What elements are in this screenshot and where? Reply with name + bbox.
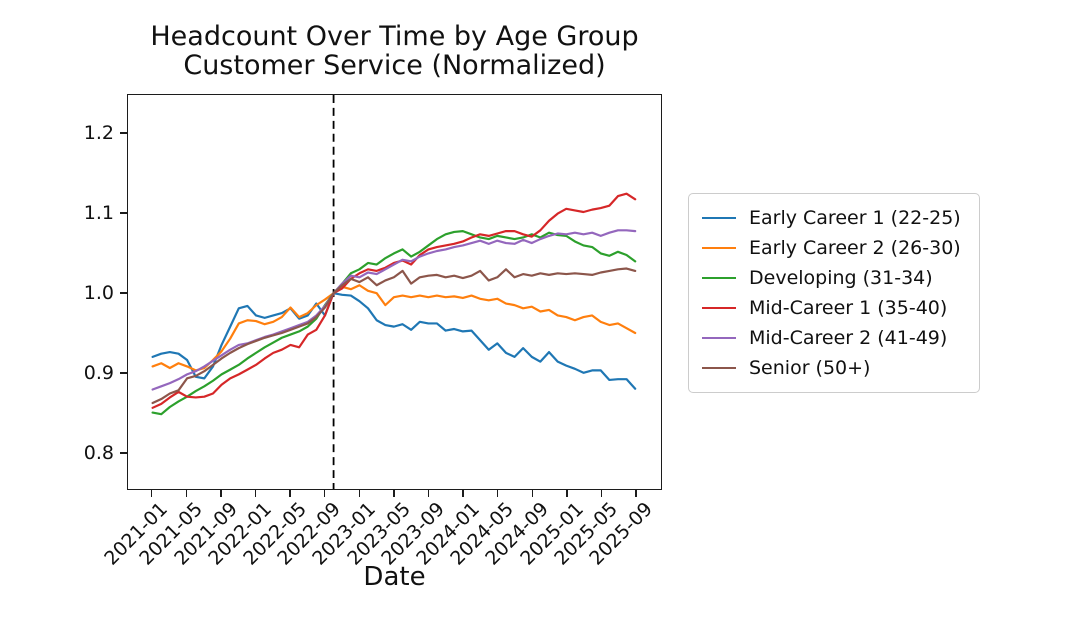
series-line-developing-31-34 <box>151 230 637 416</box>
x-tick-mark <box>427 490 430 497</box>
legend-label: Mid-Career 2 (41-49) <box>749 327 948 349</box>
legend-swatch <box>702 216 736 220</box>
y-tick-mark <box>120 132 127 134</box>
series-line-mid-career-1-35-40 <box>151 192 637 409</box>
series-line-early-career-1-22-25 <box>151 292 637 390</box>
x-tick-mark <box>393 490 395 497</box>
y-tick-mark <box>120 212 127 214</box>
legend-label: Senior (50+) <box>749 357 871 379</box>
legend: Early Career 1 (22-25) Early Career 2 (26… <box>688 193 980 393</box>
y-tick-label: 1.2 <box>83 122 114 145</box>
x-tick-mark <box>220 490 222 497</box>
y-tick-label: 1.0 <box>83 282 114 305</box>
legend-label: Mid-Career 1 (35-40) <box>749 297 948 319</box>
legend-item: Early Career 2 (26-30) <box>702 233 961 263</box>
y-tick-label: 0.9 <box>83 362 114 385</box>
x-tick-mark <box>323 490 326 497</box>
chart-title-line1: Headcount Over Time by Age Group <box>150 21 639 52</box>
x-tick-mark <box>531 490 534 497</box>
legend-label: Early Career 2 (26-30) <box>749 237 961 259</box>
legend-item: Developing (31-34) <box>702 263 961 293</box>
x-tick-mark <box>600 490 603 497</box>
x-tick-mark <box>289 490 291 497</box>
legend-label: Developing (31-34) <box>749 267 933 289</box>
chart-title: Headcount Over Time by Age Group Custome… <box>107 22 682 80</box>
y-tick-mark <box>120 452 127 454</box>
chart-title-line2: Customer Service (Normalized) <box>183 50 606 81</box>
legend-label: Early Career 1 (22-25) <box>749 207 961 229</box>
legend-swatch <box>702 366 736 370</box>
x-tick-mark <box>254 490 257 497</box>
plot-area <box>127 94 662 490</box>
series-line-senior-50 <box>151 267 637 405</box>
legend-item: Senior (50+) <box>702 353 961 383</box>
legend-item: Mid-Career 2 (41-49) <box>702 323 961 353</box>
legend-item: Early Career 1 (22-25) <box>702 203 961 233</box>
x-tick-mark <box>358 490 361 497</box>
y-tick-mark <box>120 292 127 294</box>
y-tick-label: 0.8 <box>83 442 114 465</box>
x-tick-mark <box>185 490 188 497</box>
y-tick-label: 1.1 <box>83 202 114 225</box>
x-axis-label: Date <box>363 562 426 592</box>
x-tick-mark <box>566 490 568 497</box>
legend-swatch <box>702 306 736 310</box>
legend-swatch <box>702 246 736 250</box>
line-chart <box>151 95 637 489</box>
legend-item: Mid-Career 1 (35-40) <box>702 293 961 323</box>
legend-swatch <box>702 336 736 340</box>
legend-swatch <box>702 276 736 280</box>
y-tick-mark <box>120 372 127 374</box>
series-line-early-career-2-26-30 <box>151 284 637 372</box>
x-tick-mark <box>150 490 153 497</box>
x-tick-mark <box>635 490 637 497</box>
series-line-mid-career-2-41-49 <box>151 229 637 391</box>
x-tick-mark <box>496 490 499 497</box>
x-tick-mark <box>462 490 464 497</box>
